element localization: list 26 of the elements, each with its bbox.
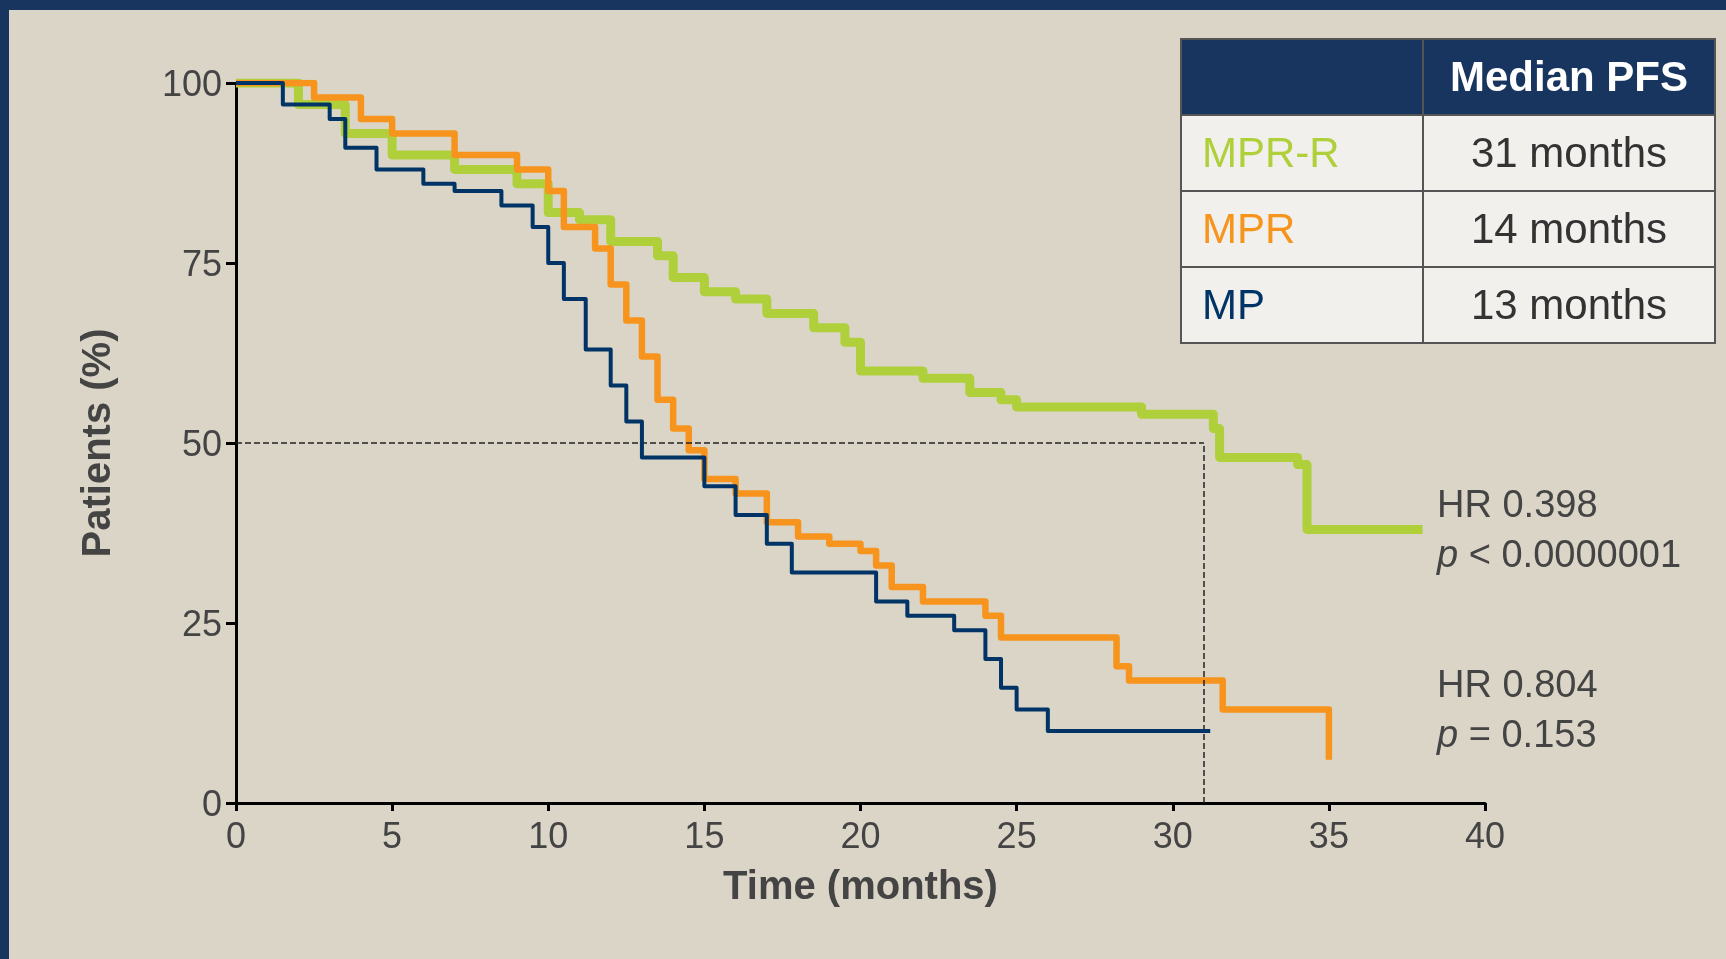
y-tick-label: 50 (181, 422, 222, 464)
x-tick-label: 10 (528, 814, 569, 856)
annotation: p = 0.153 (1437, 712, 1598, 758)
x-tick-label: 15 (684, 814, 725, 856)
annotation: 14 months (1423, 191, 1715, 267)
legend-title: Median PFS (1423, 39, 1715, 115)
y-tick-label: 100 (161, 62, 222, 104)
annotation: 13 months (1423, 267, 1715, 343)
annotation: p < 0.0000001 (1437, 532, 1682, 578)
x-tick-label: 25 (996, 814, 1037, 856)
x-axis-title: Time (months) (723, 863, 998, 907)
text: MPR-R (1202, 129, 1340, 176)
text: MPR (1202, 205, 1296, 252)
annotation: 31 months (1423, 115, 1715, 191)
x-tick-label: 30 (1152, 814, 1193, 856)
y-axis-title: Patients (%) (74, 328, 118, 558)
x-tick-label: 35 (1308, 814, 1349, 856)
y-tick-label: 75 (181, 242, 222, 284)
y-tick-label: 25 (181, 602, 222, 644)
annotation: HR 0.804 (1437, 662, 1598, 708)
text: MP (1202, 281, 1265, 328)
annotation: HR 0.398 (1437, 482, 1599, 528)
x-tick-label: 20 (840, 814, 881, 856)
x-tick-label: 40 (1464, 814, 1506, 856)
y-tick-label: 0 (201, 782, 222, 824)
x-tick-label: 5 (382, 814, 403, 856)
